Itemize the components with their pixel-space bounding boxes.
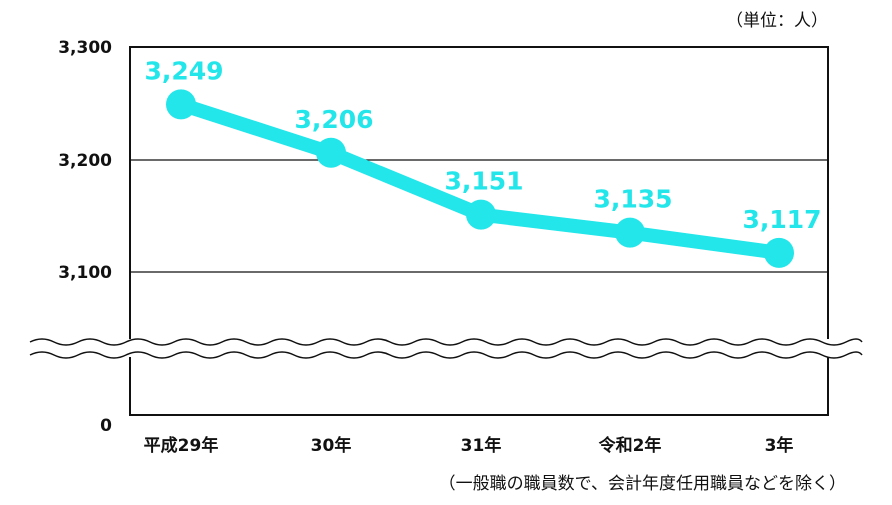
data-label-0: 3,249 xyxy=(144,56,223,85)
x-tick-0: 平成29年 xyxy=(144,435,219,456)
data-point-0 xyxy=(166,89,196,120)
unit-note: （単位：人） xyxy=(726,11,828,31)
data-label-4: 3,117 xyxy=(742,205,821,234)
data-point-2 xyxy=(466,199,496,230)
footnote: （一般職の職員数で、会計年度任用職員などを除く） xyxy=(439,474,846,494)
data-point-1 xyxy=(316,137,346,168)
axis-break xyxy=(20,338,880,359)
data-label-3: 3,135 xyxy=(593,185,672,214)
data-point-3 xyxy=(615,217,645,248)
y-tick-3200: 3,200 xyxy=(58,151,112,171)
data-label-1: 3,206 xyxy=(294,105,373,134)
x-tick-1: 30年 xyxy=(311,435,352,456)
plot-frame xyxy=(129,46,829,416)
data-point-4 xyxy=(764,237,794,268)
y-tick-0: 0 xyxy=(100,416,112,436)
x-tick-2: 31年 xyxy=(461,435,502,456)
y-tick-3300: 3,300 xyxy=(58,38,112,58)
y-tick-3100: 3,100 xyxy=(58,263,112,283)
series-markers xyxy=(166,89,794,268)
axis-break-wave-top xyxy=(29,338,863,346)
data-label-2: 3,151 xyxy=(444,167,523,196)
axis-break-wave-bottom xyxy=(29,351,863,359)
data-labels: 3,249 3,206 3,151 3,135 3,117 xyxy=(144,56,821,234)
x-tick-4: 3年 xyxy=(765,435,794,456)
x-tick-3: 令和2年 xyxy=(599,435,662,456)
